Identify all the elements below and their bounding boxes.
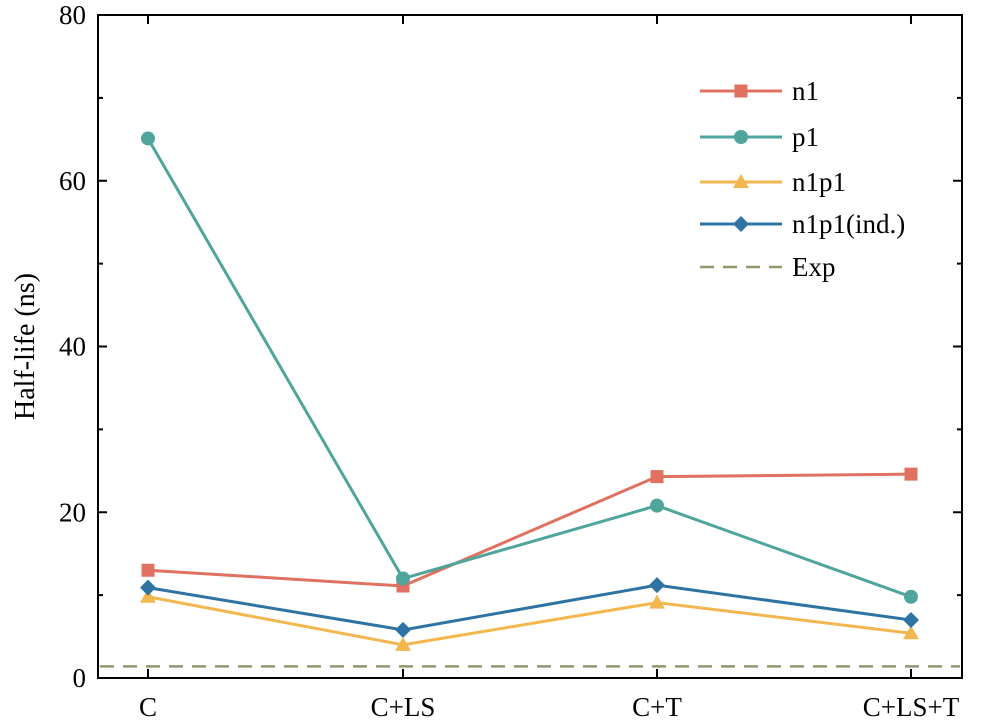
data-point-diamond: [140, 579, 156, 596]
plot-frame: [97, 14, 963, 679]
legend-label: Exp: [792, 252, 836, 282]
data-point-triangle: [140, 588, 156, 603]
series-line: [146, 137, 912, 599]
series-n1p1: [140, 588, 919, 651]
data-point-diamond: [649, 577, 665, 594]
y-tick-label: 40: [59, 332, 86, 362]
data-point-square: [141, 563, 155, 577]
legend-marker-circle: [734, 130, 748, 144]
y-axis-title: Half-life (ns): [10, 273, 41, 420]
series-n1: [141, 467, 918, 593]
data-point-circle: [141, 131, 155, 146]
series-layer: [140, 131, 919, 651]
data-point-circle: [396, 571, 410, 586]
x-tick-label: C: [139, 692, 157, 722]
data-point-triangle: [395, 636, 411, 651]
y-tick-label: 20: [59, 497, 86, 527]
series-n1p1-ind-: [140, 577, 919, 638]
legend-marker-square: [734, 84, 748, 98]
data-point-circle: [650, 498, 664, 513]
data-point-diamond: [395, 621, 411, 638]
data-point-circle: [904, 589, 918, 604]
legend-marker-triangle: [733, 174, 749, 188]
legend-label: n1p1(ind.): [792, 209, 905, 239]
x-tick-label: C+LS+T: [863, 692, 960, 722]
data-point-diamond: [903, 611, 919, 628]
series-line: [147, 472, 912, 588]
y-tick-label: 0: [73, 663, 87, 693]
x-tick-label: C+T: [632, 692, 682, 722]
series-p1: [141, 131, 918, 604]
y-tick-label: 80: [59, 0, 86, 30]
data-point-triangle: [649, 594, 665, 609]
series-line: [147, 595, 912, 647]
plot-border: [97, 14, 963, 679]
x-tick-label: C+LS: [371, 692, 436, 722]
legend-label: n1p1: [792, 167, 846, 197]
data-point-square: [650, 470, 664, 484]
legend-label: n1: [792, 76, 819, 106]
legend-label: p1: [792, 122, 819, 152]
legend-marker-diamond: [733, 216, 749, 232]
y-tick-label: 60: [59, 166, 86, 196]
data-point-triangle: [903, 625, 919, 640]
data-point-square: [904, 467, 918, 481]
series-line: [147, 583, 912, 632]
axis-ticks: 0 20 40 60 80 C C+LS C+T C+LS+T: [59, 0, 962, 722]
